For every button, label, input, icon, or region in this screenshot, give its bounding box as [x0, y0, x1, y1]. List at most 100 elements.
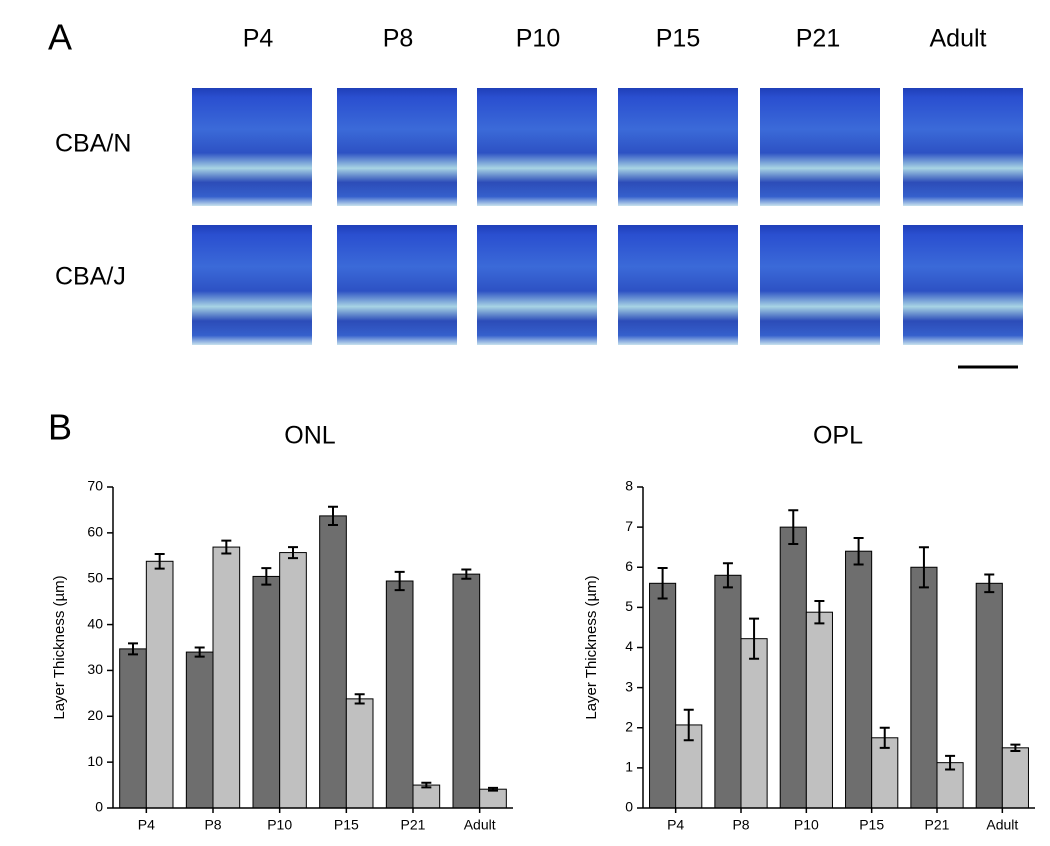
micrograph — [337, 88, 457, 206]
y-tick-label: 0 — [625, 799, 633, 815]
y-tick-label: 5 — [625, 598, 633, 614]
micrograph — [903, 88, 1023, 206]
y-tick-label: 7 — [625, 518, 633, 534]
error-bar — [288, 546, 298, 560]
error-bar — [421, 781, 432, 789]
micrograph — [192, 88, 312, 206]
error-bar — [814, 599, 825, 625]
bar — [779, 526, 807, 809]
error-bar — [154, 552, 165, 570]
error-bar — [683, 708, 694, 742]
bar — [1001, 747, 1029, 809]
panel-label: A — [48, 17, 72, 58]
column-label: P4 — [243, 25, 274, 53]
y-tick-label: 2 — [625, 718, 633, 734]
error-bar — [1010, 743, 1021, 753]
x-tick-label: P21 — [925, 817, 950, 833]
x-tick-label: P15 — [334, 817, 359, 833]
bar — [845, 550, 873, 809]
bar — [871, 737, 899, 809]
bar — [212, 546, 241, 809]
error-bar — [128, 642, 138, 656]
y-tick-label: 10 — [87, 753, 103, 769]
x-tick-label: Adult — [986, 817, 1018, 833]
bar — [714, 574, 742, 809]
x-tick-label: P8 — [732, 817, 749, 833]
error-bar — [328, 505, 338, 527]
x-tick-label: P4 — [138, 817, 155, 833]
error-bar — [918, 546, 929, 589]
bar — [385, 580, 414, 809]
y-axis-label: Layer Thickness (µm) — [583, 575, 600, 719]
x-tick-label: P15 — [859, 817, 884, 833]
bar — [252, 575, 281, 809]
y-tick-label: 4 — [625, 638, 633, 654]
micrograph — [903, 225, 1023, 345]
y-tick-label: 0 — [95, 799, 103, 815]
panel-label: B — [48, 407, 72, 448]
bar — [319, 515, 347, 809]
error-bar — [749, 617, 760, 660]
y-tick-label: 1 — [625, 759, 633, 775]
bar — [452, 573, 481, 809]
y-axis-label: Layer Thickness (µm) — [51, 575, 68, 719]
error-bar — [221, 539, 232, 555]
bar — [975, 582, 1003, 809]
y-tick-label: 60 — [87, 524, 103, 540]
x-tick-label: Adult — [464, 817, 496, 833]
column-label: P10 — [516, 25, 560, 53]
x-tick-label: P10 — [267, 817, 292, 833]
y-tick-label: 40 — [87, 615, 103, 631]
micrograph — [477, 88, 597, 206]
bar — [910, 566, 938, 809]
error-bar — [984, 573, 995, 594]
micrograph — [760, 88, 880, 206]
x-tick-label: P4 — [667, 817, 684, 833]
chart-title: ONL — [284, 422, 336, 450]
error-bar — [945, 754, 956, 771]
column-label: P15 — [656, 25, 700, 53]
bar — [412, 784, 441, 809]
micrograph — [760, 225, 880, 345]
error-bar — [394, 570, 405, 592]
micrograph — [618, 88, 738, 206]
y-tick-label: 6 — [625, 558, 633, 574]
bar — [740, 638, 768, 809]
column-label: Adult — [930, 25, 987, 53]
bar — [145, 560, 174, 809]
x-tick-label: P21 — [401, 817, 426, 833]
micrograph — [337, 225, 457, 345]
error-bar — [788, 509, 799, 545]
column-label: P21 — [796, 25, 840, 53]
error-bar — [853, 536, 864, 566]
bar — [479, 788, 507, 809]
y-tick-label: 8 — [625, 478, 633, 494]
y-tick-label: 3 — [625, 678, 633, 694]
x-tick-label: P8 — [204, 817, 221, 833]
micrographs — [192, 88, 1023, 345]
micrograph — [618, 225, 738, 345]
y-tick-label: 20 — [87, 707, 103, 723]
micrograph — [192, 225, 312, 345]
bar — [185, 651, 214, 809]
bar — [279, 552, 307, 809]
row-label: CBA/N — [55, 130, 131, 158]
error-bar — [461, 568, 472, 580]
micrograph — [477, 225, 597, 345]
column-label: P8 — [383, 25, 414, 53]
x-tick-label: P10 — [794, 817, 819, 833]
row-label: CBA/J — [55, 263, 126, 291]
error-bar — [194, 646, 205, 658]
error-bar — [879, 726, 890, 749]
bar — [805, 611, 833, 809]
error-bar — [354, 693, 365, 705]
y-tick-label: 70 — [87, 478, 103, 494]
bar — [119, 648, 147, 809]
chart-title: OPL — [813, 422, 863, 450]
error-bar — [488, 786, 498, 792]
bar — [649, 582, 677, 809]
error-bar — [261, 567, 272, 586]
y-tick-label: 50 — [87, 569, 103, 585]
y-tick-label: 30 — [87, 661, 103, 677]
